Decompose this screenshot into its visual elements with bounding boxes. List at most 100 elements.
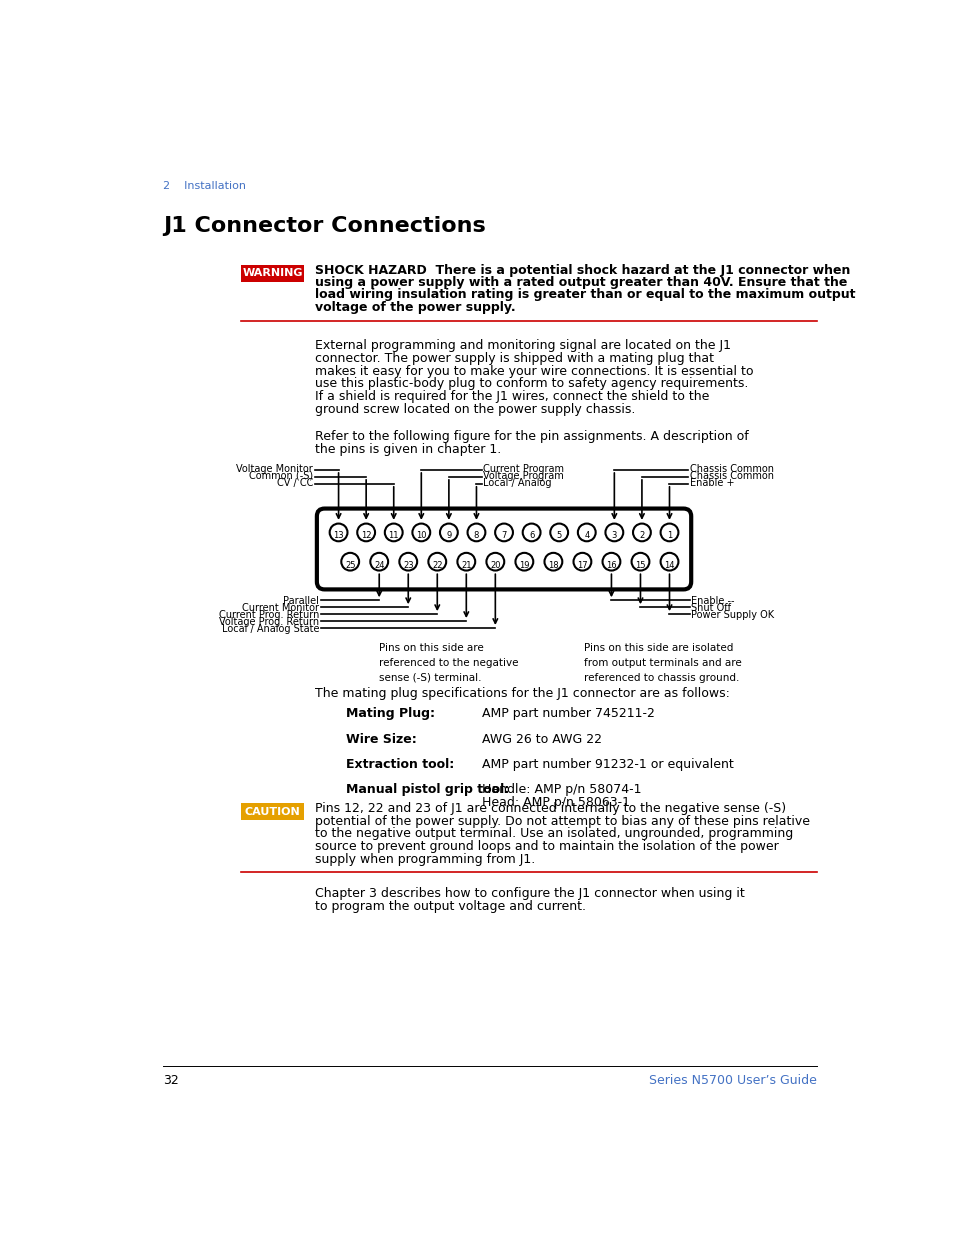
Text: 16: 16: [605, 561, 616, 569]
Circle shape: [522, 524, 540, 541]
Text: 14: 14: [663, 561, 674, 569]
Text: SHOCK HAZARD  There is a potential shock hazard at the J1 connector when: SHOCK HAZARD There is a potential shock …: [314, 264, 849, 277]
Text: Chassis Common: Chassis Common: [689, 471, 773, 480]
Text: Power Supply OK: Power Supply OK: [691, 610, 774, 620]
Text: The mating plug specifications for the J1 connector are as follows:: The mating plug specifications for the J…: [314, 687, 729, 700]
Text: J1 Connector Connections: J1 Connector Connections: [163, 216, 486, 236]
Circle shape: [456, 553, 475, 571]
Text: Common (-S): Common (-S): [249, 471, 313, 480]
Text: 18: 18: [548, 561, 558, 569]
Text: Mating Plug:: Mating Plug:: [346, 708, 435, 720]
Text: 12: 12: [360, 531, 371, 541]
Text: 11: 11: [388, 531, 398, 541]
Circle shape: [370, 553, 388, 571]
Text: Local / Analog: Local / Analog: [483, 478, 552, 488]
Circle shape: [659, 553, 678, 571]
Text: AMP part number 745211-2: AMP part number 745211-2: [481, 708, 654, 720]
Text: Head: AMP p/n 58063-1: Head: AMP p/n 58063-1: [481, 795, 629, 809]
Text: 2    Installation: 2 Installation: [163, 180, 246, 190]
Text: 4: 4: [583, 531, 589, 541]
Text: 25: 25: [345, 561, 355, 569]
Text: Wire Size:: Wire Size:: [346, 732, 416, 746]
Text: 17: 17: [577, 561, 587, 569]
Text: External programming and monitoring signal are located on the J1: External programming and monitoring sign…: [314, 340, 730, 352]
Circle shape: [356, 524, 375, 541]
Text: source to prevent ground loops and to maintain the isolation of the power: source to prevent ground loops and to ma…: [314, 840, 778, 853]
Text: to the negative output terminal. Use an isolated, ungrounded, programming: to the negative output terminal. Use an …: [314, 827, 792, 840]
Text: 10: 10: [416, 531, 426, 541]
Text: Pins 12, 22 and 23 of J1 are connected internally to the negative sense (-S): Pins 12, 22 and 23 of J1 are connected i…: [314, 802, 785, 815]
Text: supply when programming from J1.: supply when programming from J1.: [314, 852, 535, 866]
Text: AMP part number 91232-1 or equivalent: AMP part number 91232-1 or equivalent: [481, 758, 733, 771]
Text: Handle: AMP p/n 58074-1: Handle: AMP p/n 58074-1: [481, 783, 640, 797]
Text: ground screw located on the power supply chassis.: ground screw located on the power supply…: [314, 403, 635, 416]
Circle shape: [439, 524, 457, 541]
Circle shape: [330, 524, 347, 541]
Text: 23: 23: [402, 561, 414, 569]
Text: use this plastic-body plug to conform to safety agency requirements.: use this plastic-body plug to conform to…: [314, 377, 747, 390]
Text: 21: 21: [460, 561, 471, 569]
Text: to program the output voltage and current.: to program the output voltage and curren…: [314, 900, 585, 913]
Text: Local / Analog State: Local / Analog State: [221, 624, 319, 634]
Circle shape: [486, 553, 504, 571]
FancyBboxPatch shape: [241, 266, 304, 282]
Circle shape: [412, 524, 430, 541]
Text: Voltage Program: Voltage Program: [483, 471, 563, 480]
Text: connector. The power supply is shipped with a mating plug that: connector. The power supply is shipped w…: [314, 352, 713, 364]
Circle shape: [633, 524, 650, 541]
Text: Extraction tool:: Extraction tool:: [346, 758, 454, 771]
Circle shape: [631, 553, 649, 571]
Circle shape: [515, 553, 533, 571]
Circle shape: [428, 553, 446, 571]
FancyBboxPatch shape: [316, 509, 691, 589]
Circle shape: [659, 524, 678, 541]
Text: 32: 32: [163, 1073, 179, 1087]
Text: Refer to the following figure for the pin assignments. A description of: Refer to the following figure for the pi…: [314, 430, 747, 443]
Text: 13: 13: [333, 531, 343, 541]
FancyBboxPatch shape: [241, 804, 304, 820]
Circle shape: [602, 553, 619, 571]
Text: voltage of the power supply.: voltage of the power supply.: [314, 300, 515, 314]
Circle shape: [578, 524, 595, 541]
Circle shape: [467, 524, 485, 541]
Circle shape: [544, 553, 561, 571]
Text: load wiring insulation rating is greater than or equal to the maximum output: load wiring insulation rating is greater…: [314, 288, 854, 301]
Text: 20: 20: [490, 561, 500, 569]
Text: Chapter 3 describes how to configure the J1 connector when using it: Chapter 3 describes how to configure the…: [314, 888, 743, 900]
Text: WARNING: WARNING: [242, 268, 303, 278]
Text: 9: 9: [446, 531, 451, 541]
Circle shape: [605, 524, 622, 541]
Circle shape: [495, 524, 513, 541]
Circle shape: [399, 553, 416, 571]
Text: 6: 6: [528, 531, 534, 541]
Text: Current Program: Current Program: [483, 464, 564, 474]
Text: Shut Off: Shut Off: [691, 603, 730, 614]
Text: 5: 5: [556, 531, 561, 541]
Text: makes it easy for you to make your wire connections. It is essential to: makes it easy for you to make your wire …: [314, 364, 752, 378]
Text: potential of the power supply. Do not attempt to bias any of these pins relative: potential of the power supply. Do not at…: [314, 815, 809, 827]
Text: Current Prog. Return: Current Prog. Return: [218, 610, 319, 620]
Text: Manual pistol grip tool:: Manual pistol grip tool:: [346, 783, 509, 797]
Text: Enable --: Enable --: [691, 597, 734, 606]
Text: Voltage Monitor: Voltage Monitor: [236, 464, 313, 474]
Text: 1: 1: [666, 531, 672, 541]
Text: Pins on this side are isolated
from output terminals and are
referenced to chass: Pins on this side are isolated from outp…: [583, 643, 741, 683]
Text: 3: 3: [611, 531, 617, 541]
Text: Enable +: Enable +: [689, 478, 734, 488]
Text: Current Monitor: Current Monitor: [242, 603, 319, 614]
Text: 8: 8: [474, 531, 478, 541]
Circle shape: [573, 553, 591, 571]
Text: the pins is given in chapter 1.: the pins is given in chapter 1.: [314, 442, 500, 456]
Text: AWG 26 to AWG 22: AWG 26 to AWG 22: [481, 732, 601, 746]
Text: CAUTION: CAUTION: [245, 806, 300, 816]
Text: 19: 19: [518, 561, 529, 569]
Text: 24: 24: [374, 561, 384, 569]
Text: 15: 15: [635, 561, 645, 569]
Text: using a power supply with a rated output greater than 40V. Ensure that the: using a power supply with a rated output…: [314, 275, 846, 289]
Text: Series N5700 User’s Guide: Series N5700 User’s Guide: [648, 1073, 816, 1087]
Text: Voltage Prog. Return: Voltage Prog. Return: [219, 618, 319, 627]
Text: 22: 22: [432, 561, 442, 569]
Text: 2: 2: [639, 531, 644, 541]
Text: Pins on this side are
referenced to the negative
sense (-S) terminal.: Pins on this side are referenced to the …: [378, 643, 517, 683]
Circle shape: [341, 553, 358, 571]
